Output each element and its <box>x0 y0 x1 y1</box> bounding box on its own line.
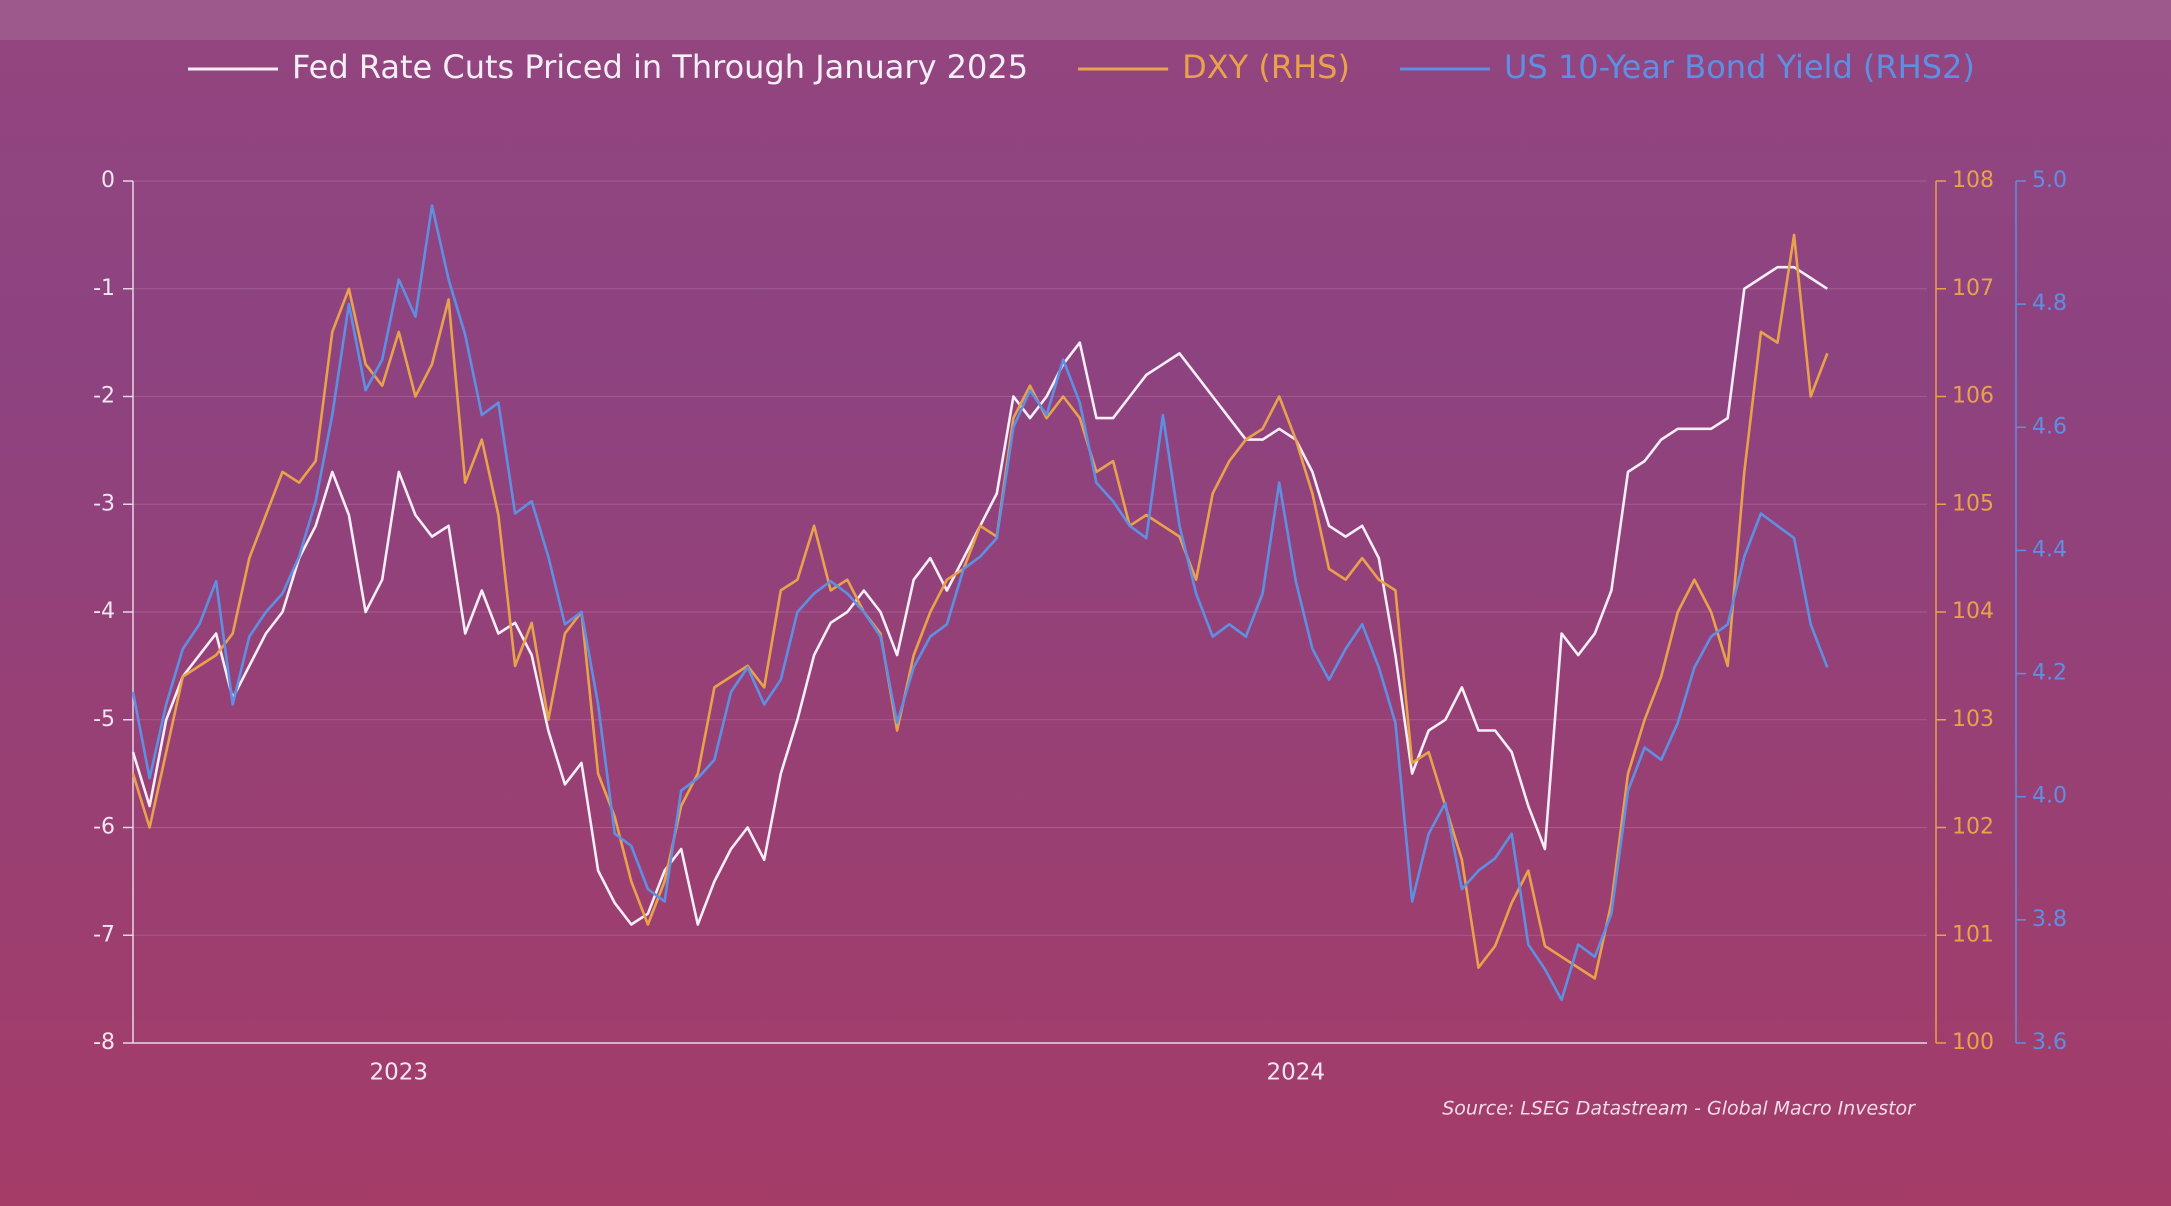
y-tick-label: -8 <box>93 1030 115 1055</box>
y2-tick-label: 102 <box>1952 815 1994 840</box>
y3-tick-label: 4.8 <box>2032 291 2067 316</box>
y2-tick-label: 107 <box>1952 276 1994 301</box>
y3-tick-label: 5.0 <box>2032 168 2067 193</box>
y2-tick-label: 101 <box>1952 922 1994 947</box>
y2-tick-label: 106 <box>1952 384 1994 409</box>
y-tick-label: -5 <box>93 707 115 732</box>
y-tick-label: -3 <box>93 491 115 516</box>
series-line <box>131 204 1829 1002</box>
legend-label: US 10-Year Bond Yield (RHS2) <box>1504 48 1975 86</box>
y3-tick-label: 4.4 <box>2032 537 2067 562</box>
y2-tick-label: 100 <box>1952 1030 1994 1055</box>
y-tick-label: -7 <box>93 922 115 947</box>
top-fade <box>0 0 2171 40</box>
y3-tick-label: 4.6 <box>2032 414 2067 439</box>
y3-tick-label: 4.0 <box>2032 784 2067 809</box>
legend-label: Fed Rate Cuts Priced in Through January … <box>292 48 1028 86</box>
y2-tick-label: 105 <box>1952 491 1994 516</box>
y2-tick-label: 108 <box>1952 168 1994 193</box>
legend-label: DXY (RHS) <box>1182 48 1350 86</box>
y3-tick-label: 3.6 <box>2032 1030 2067 1055</box>
y3-tick-label: 3.8 <box>2032 907 2067 932</box>
y-tick-label: -1 <box>93 276 115 301</box>
x-tick-label: 2024 <box>1267 1060 1326 1086</box>
y-tick-label: -6 <box>93 815 115 840</box>
y-tick-label: 0 <box>101 168 115 193</box>
x-tick-label: 2023 <box>370 1060 429 1086</box>
y2-tick-label: 104 <box>1952 599 1994 624</box>
series-line <box>131 233 1829 980</box>
y-tick-label: -2 <box>93 384 115 409</box>
y-tick-label: -4 <box>93 599 115 624</box>
source-note: Source: LSEG Datastream - Global Macro I… <box>1442 1098 1916 1120</box>
y3-tick-label: 4.2 <box>2032 661 2067 686</box>
y2-tick-label: 103 <box>1952 707 1994 732</box>
